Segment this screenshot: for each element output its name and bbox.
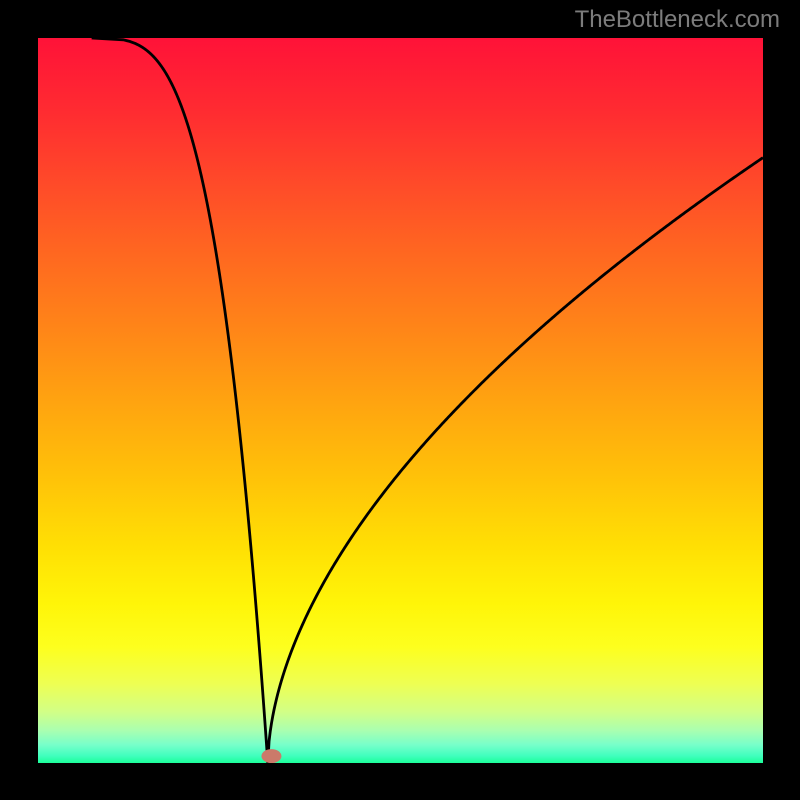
gradient-background <box>38 38 763 763</box>
chart-container: TheBottleneck.com <box>0 0 800 800</box>
watermark-text: TheBottleneck.com <box>575 6 780 34</box>
minimum-marker <box>261 749 281 763</box>
plot-area <box>38 38 763 763</box>
